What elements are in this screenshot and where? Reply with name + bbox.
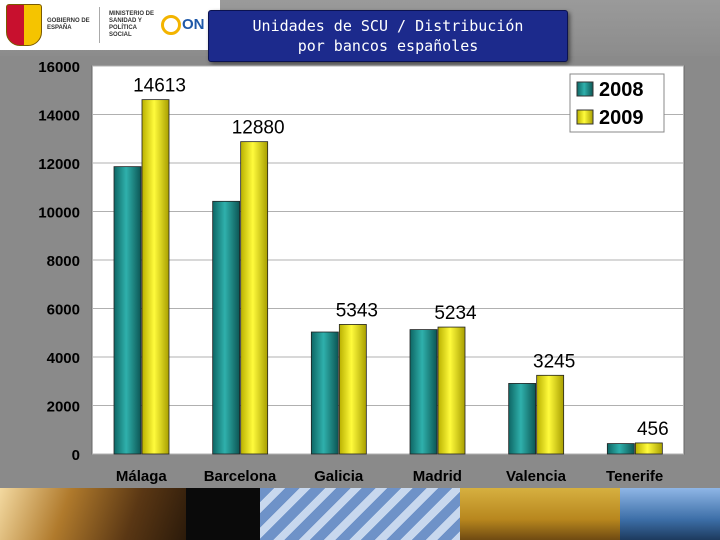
data-label: 3245 [533,351,575,372]
legend: 2008 2009 [569,73,665,133]
data-label: 12880 [232,118,285,139]
y-tick-label: 10000 [38,205,80,222]
bar-2008-3 [409,329,438,455]
title-line-1: Unidades de SCU / Distribución [252,17,524,35]
government-logo: GOBIERNO DE ESPAÑA MINISTERIO DE SANIDAD… [0,0,220,50]
y-tick-label: 8000 [47,253,80,270]
bar-2009-0 [141,99,170,455]
x-category-label: Tenerife [606,468,663,485]
bar-2009-3 [437,326,466,455]
x-category-label: Barcelona [204,468,277,485]
ministry-label: MINISTERIO DE SANIDAD Y POLÍTICA SOCIAL [109,11,155,38]
bar-2009-1 [240,141,269,455]
y-tick-label: 6000 [47,302,80,319]
footer-photo-3 [260,488,460,540]
footer-photo-4 [460,488,620,540]
legend-swatch-2009 [576,109,594,125]
legend-label-2009: 2009 [599,107,644,129]
data-label: 5343 [336,300,378,321]
bar-2009-2 [338,324,367,455]
bar-chart: 0 2000 4000 6000 8000 10000 12000 14000 16000 Má… [38,59,685,485]
data-label: 14613 [133,76,186,97]
bar-2008-0 [113,166,142,455]
bar-2008-2 [310,331,339,455]
bar-2008-5 [606,443,635,455]
y-tick-label: 14000 [38,108,80,125]
bar-2009-5 [634,442,663,455]
legend-label-2008: 2008 [599,79,644,101]
y-tick-label: 0 [72,447,80,464]
footer-photo-2 [186,488,260,540]
footer-photo-1 [0,488,186,540]
ont-label: ON [182,15,205,33]
x-category-label: Madrid [413,468,462,485]
y-tick-label: 2000 [47,399,80,416]
x-category-label: Valencia [506,468,567,485]
data-label: 5234 [434,303,477,324]
x-category-label: Galicia [314,468,364,485]
coat-of-arms-icon [6,4,42,46]
x-category-label: Málaga [116,468,168,485]
bar-2009-4 [536,374,565,455]
footer-photo-strip [0,488,720,540]
ont-circle-icon [161,15,181,35]
legend-swatch-2008 [576,81,594,97]
data-label: 456 [637,419,669,440]
bar-2008-1 [212,200,241,455]
gov-label: GOBIERNO DE ESPAÑA [47,18,90,31]
ont-logo: ON [161,15,205,35]
footer-photo-5 [620,488,720,540]
title-line-2: por bancos españoles [297,37,479,55]
logo-divider [99,7,100,43]
slide-title: Unidades de SCU / Distribución por banco… [208,10,568,62]
y-tick-label: 4000 [47,350,80,367]
bar-2008-4 [508,383,537,455]
y-tick-label: 16000 [38,59,80,76]
y-tick-label: 12000 [38,156,80,173]
